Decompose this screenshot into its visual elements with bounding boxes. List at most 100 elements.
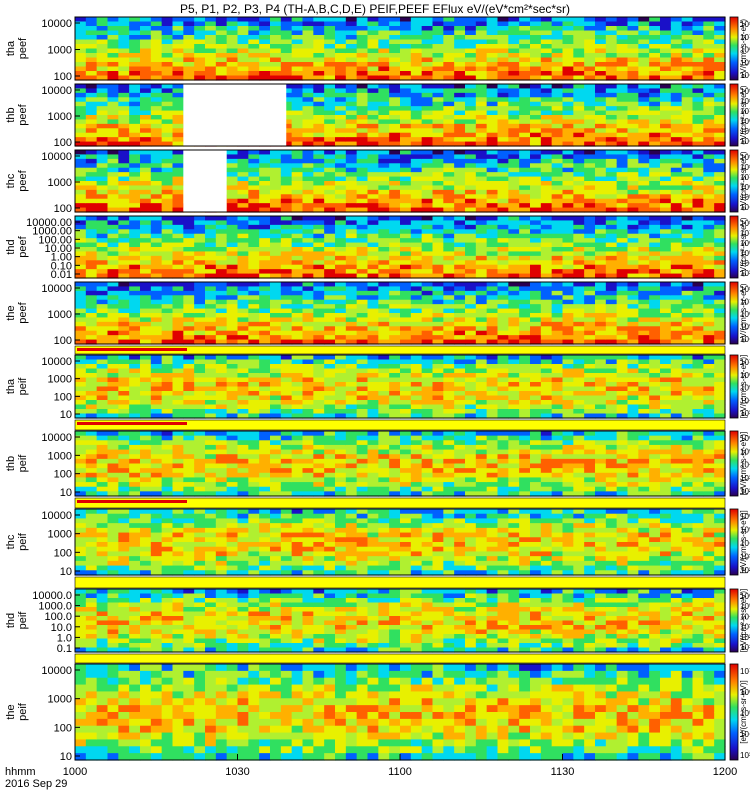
spectrogram-cell xyxy=(259,409,271,415)
spectrogram-cell xyxy=(432,115,444,121)
spectrogram-cell xyxy=(107,395,119,401)
spectrogram-cell xyxy=(140,154,152,160)
spectrogram-cell xyxy=(530,176,542,182)
spectrogram-cell xyxy=(389,308,401,314)
spectrogram-cell xyxy=(627,154,639,160)
spectrogram-cell xyxy=(85,115,98,121)
spectrogram-cell xyxy=(345,97,358,103)
spectrogram-cell xyxy=(172,339,184,345)
spectrogram-cell xyxy=(215,373,228,379)
spectrogram-cell xyxy=(692,260,704,266)
spectrogram-cell xyxy=(475,339,488,345)
spectrogram-cell xyxy=(215,224,228,230)
spectrogram-cell xyxy=(378,308,390,314)
spectrogram-cell xyxy=(345,167,358,173)
spectrogram-cell xyxy=(129,295,141,301)
spectrogram-cell xyxy=(573,198,585,204)
spectrogram-cell xyxy=(670,30,683,36)
spectrogram-cell xyxy=(421,382,434,388)
spectrogram-cell xyxy=(530,404,542,410)
spectrogram-cell xyxy=(140,400,152,406)
spectrogram-cell xyxy=(345,382,358,388)
spectrogram-cell xyxy=(107,71,119,77)
spectrogram-cell xyxy=(530,84,542,90)
spectrogram-cell xyxy=(551,395,564,401)
spectrogram-cell xyxy=(670,335,683,341)
spectrogram-cell xyxy=(454,48,466,54)
spectrogram-cell xyxy=(540,382,553,388)
spectrogram-cell xyxy=(714,251,726,257)
spectrogram-cell xyxy=(237,330,249,336)
spectrogram-cell xyxy=(670,150,683,156)
spectrogram-cell xyxy=(714,163,726,169)
spectrogram-cell xyxy=(638,21,650,27)
spectrogram-cell xyxy=(443,194,455,200)
spectrogram-cell xyxy=(378,304,390,310)
spectrogram-cell xyxy=(378,313,390,319)
spectrogram-cell xyxy=(356,238,369,244)
spectrogram-cell xyxy=(627,269,639,275)
spectrogram-cell xyxy=(194,413,206,419)
spectrogram-cell xyxy=(400,207,412,213)
spectrogram-cell xyxy=(226,66,239,72)
spectrogram-cell xyxy=(389,313,401,319)
spectrogram-cell xyxy=(486,377,499,383)
spectrogram-cell xyxy=(660,255,672,261)
spectrogram-cell xyxy=(248,172,260,178)
spectrogram-cell xyxy=(540,229,553,235)
spectrogram-cell xyxy=(389,88,401,94)
spectrogram-cell xyxy=(291,158,304,164)
spectrogram-cell xyxy=(497,115,509,121)
spectrogram-cell xyxy=(280,339,293,345)
spectrogram-cell xyxy=(692,181,704,187)
spectrogram-cell xyxy=(475,62,488,68)
spectrogram-cell xyxy=(649,115,661,121)
spectrogram-cell xyxy=(703,203,715,209)
colorbar-tick-label: 10⁷ xyxy=(740,173,750,182)
spectrogram-cell xyxy=(649,198,661,204)
spectrogram-cell xyxy=(389,238,401,244)
spectrogram-cell xyxy=(714,154,726,160)
spectrogram-cell xyxy=(649,247,661,253)
spectrogram-cell xyxy=(540,286,553,292)
spectrogram-cell xyxy=(107,44,119,50)
spectrogram-cell xyxy=(356,141,369,147)
spectrogram-cell xyxy=(150,39,163,45)
spectrogram-cell xyxy=(313,229,325,235)
spectrogram-cell xyxy=(497,17,509,23)
spectrogram-cell xyxy=(172,382,184,388)
spectrogram-cell xyxy=(356,264,369,270)
spectrogram-cell xyxy=(605,194,618,200)
spectrogram-cell xyxy=(421,62,434,68)
spectrogram-cell xyxy=(562,355,574,361)
spectrogram-cell xyxy=(150,158,163,164)
spectrogram-cell xyxy=(400,282,412,288)
spectrogram-cell xyxy=(291,203,304,209)
spectrogram-cell xyxy=(85,251,98,257)
spectrogram-cell xyxy=(345,194,358,200)
spectrogram-cell xyxy=(595,181,607,187)
spectrogram-cell xyxy=(465,158,477,164)
spectrogram-cell xyxy=(432,189,444,195)
spectrogram-cell xyxy=(237,158,249,164)
spectrogram-cell xyxy=(410,167,423,173)
spectrogram-cell xyxy=(335,364,347,370)
spectrogram-cell xyxy=(616,150,629,156)
spectrogram-cell xyxy=(530,269,542,275)
spectrogram-cell xyxy=(291,97,304,103)
spectrogram-cell xyxy=(389,339,401,345)
spectrogram-cell xyxy=(573,317,585,323)
spectrogram-cell xyxy=(367,286,379,292)
spectrogram-cell xyxy=(367,330,379,336)
spectrogram-cell xyxy=(215,273,228,279)
spectrogram-cell xyxy=(638,238,650,244)
spectrogram-cell xyxy=(313,264,325,270)
spectrogram-cell xyxy=(497,290,509,296)
spectrogram-cell xyxy=(454,128,466,134)
spectrogram-cell xyxy=(194,229,206,235)
spectrogram-cell xyxy=(356,35,369,41)
spectrogram-cell xyxy=(638,84,650,90)
spectrogram-cell xyxy=(649,251,661,257)
spectrogram-cell xyxy=(616,97,629,103)
spectrogram-cell xyxy=(389,172,401,178)
